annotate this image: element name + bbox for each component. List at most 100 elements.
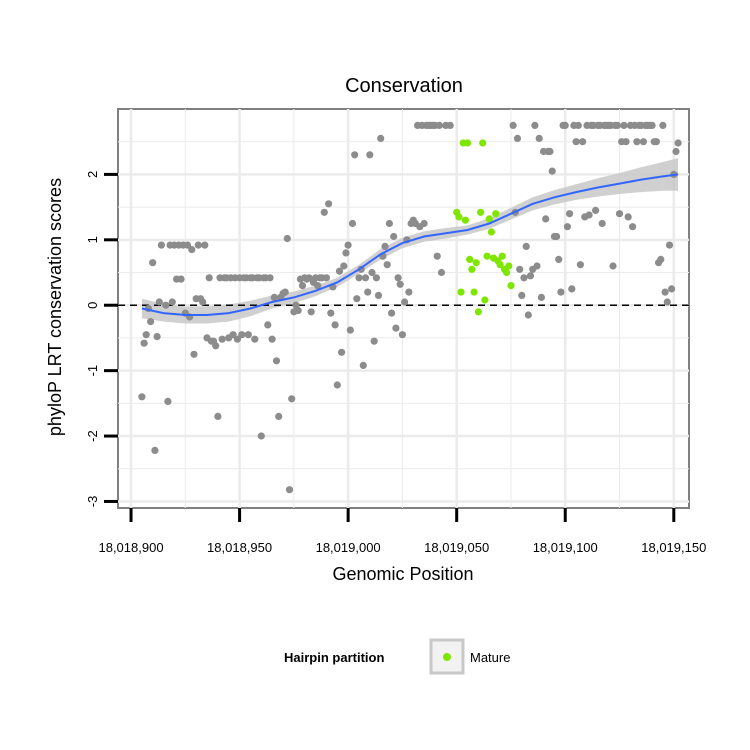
point-other	[194, 241, 202, 249]
point-other	[244, 331, 252, 339]
x-tick-label: 18,019,100	[533, 540, 598, 555]
point-other	[572, 138, 580, 146]
point-mature	[487, 228, 495, 236]
point-other	[264, 321, 272, 329]
point-other	[325, 200, 333, 208]
point-other	[509, 121, 517, 129]
point-mature	[474, 308, 482, 316]
point-other	[214, 412, 222, 420]
point-other	[401, 298, 409, 306]
point-other	[652, 138, 661, 146]
y-tick-label: 1	[85, 236, 100, 243]
point-other	[361, 274, 370, 282]
x-tick-label: 18,019,150	[641, 540, 706, 555]
point-mature	[481, 296, 489, 304]
point-other	[435, 121, 443, 129]
point-other	[672, 147, 680, 156]
point-other	[294, 306, 302, 315]
point-other	[659, 121, 667, 129]
legend-title: Hairpin partition	[284, 650, 384, 665]
point-other	[579, 138, 587, 146]
point-other	[348, 219, 357, 228]
point-other	[633, 138, 641, 146]
point-other	[370, 337, 378, 345]
point-other	[233, 335, 241, 343]
point-other	[212, 342, 220, 350]
point-other	[353, 295, 361, 303]
point-other	[322, 274, 330, 282]
point-other	[398, 331, 406, 339]
y-axis: -3 -2 -1 0 1 2	[85, 171, 118, 507]
point-other	[372, 274, 380, 282]
point-mature	[457, 288, 465, 296]
point-mature	[477, 208, 485, 216]
point-mature	[472, 259, 480, 267]
x-tick-label: 18,018,950	[207, 540, 272, 555]
point-other	[359, 361, 367, 369]
point-other	[270, 293, 278, 301]
legend-label-mature: Mature	[470, 650, 510, 665]
point-other	[383, 261, 391, 269]
point-other	[155, 298, 163, 306]
grid	[118, 109, 689, 508]
point-other	[592, 206, 600, 214]
point-other	[157, 241, 165, 249]
point-mature	[455, 213, 463, 221]
point-other	[609, 262, 617, 270]
point-other	[542, 215, 550, 223]
point-other	[620, 121, 628, 129]
point-other	[285, 486, 294, 494]
point-mature	[492, 210, 500, 218]
y-axis-title: phyloP LRT conservation scores	[45, 178, 65, 436]
point-other	[674, 139, 682, 147]
point-other	[283, 234, 291, 243]
x-tick-label: 18,019,050	[424, 540, 489, 555]
point-other	[513, 134, 522, 142]
point-other	[568, 285, 576, 293]
point-other	[405, 288, 413, 296]
point-other	[201, 241, 209, 249]
point-other	[396, 280, 404, 288]
point-other	[140, 339, 148, 347]
point-other	[663, 298, 671, 306]
point-other	[622, 138, 630, 146]
point-other	[566, 210, 574, 218]
point-other	[537, 293, 546, 301]
y-tick-label: 0	[85, 302, 100, 309]
point-other	[520, 274, 528, 282]
point-other	[344, 241, 352, 249]
point-other	[266, 274, 274, 282]
point-other	[268, 335, 276, 343]
point-mature	[463, 139, 472, 147]
point-other	[629, 223, 637, 231]
point-other	[385, 219, 393, 228]
point-other	[390, 232, 398, 241]
point-other	[151, 446, 159, 454]
point-other	[381, 242, 389, 250]
point-other	[164, 397, 172, 405]
point-other	[251, 335, 259, 343]
point-other	[355, 274, 363, 282]
point-mature	[507, 282, 515, 290]
point-other	[598, 219, 606, 228]
point-other	[305, 274, 313, 282]
point-other	[272, 357, 281, 365]
point-other	[142, 331, 150, 339]
point-other	[518, 291, 526, 299]
point-mature	[461, 216, 469, 224]
point-other	[561, 121, 569, 129]
point-other	[615, 210, 624, 218]
point-other	[338, 348, 346, 356]
point-other	[327, 309, 335, 317]
point-mature	[466, 255, 474, 263]
point-other	[314, 282, 322, 290]
point-other	[555, 255, 563, 263]
point-other	[522, 242, 530, 250]
point-other	[526, 272, 535, 280]
x-tick-label: 18,018,900	[98, 540, 163, 555]
point-other	[535, 134, 543, 142]
point-other	[320, 208, 328, 216]
point-other	[639, 138, 648, 146]
point-mature	[498, 252, 506, 260]
point-other	[149, 259, 157, 267]
